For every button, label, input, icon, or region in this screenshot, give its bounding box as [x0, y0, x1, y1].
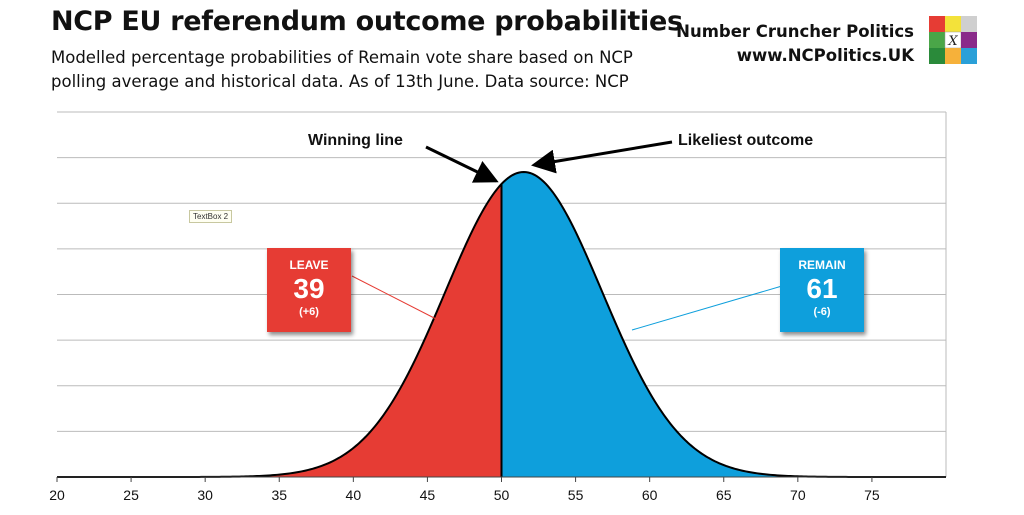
x-tick-label: 60 — [642, 487, 658, 503]
leave-area — [57, 183, 502, 477]
x-tick-label: 25 — [123, 487, 139, 503]
winning-line-arrow — [425, 145, 499, 183]
remain-label: REMAIN — [798, 258, 846, 272]
textbox-placeholder[interactable]: TextBox 2 — [189, 210, 233, 223]
x-tick-label: 20 — [49, 487, 65, 503]
remain-change: (-6) — [813, 306, 831, 318]
leave-label: LEAVE — [289, 258, 329, 272]
x-tick-label: 40 — [346, 487, 362, 503]
leave-value: 39 — [293, 273, 325, 304]
x-tick-label: 65 — [716, 487, 732, 503]
logo-mark: X — [947, 34, 958, 49]
winning-line-label: Winning line — [308, 132, 403, 149]
brand-name: Number Cruncher Politics — [676, 22, 914, 41]
chart-subtitle: Modelled percentage probabilities of Rem… — [51, 48, 633, 91]
remain-connector — [631, 285, 783, 331]
x-tick-label: 75 — [864, 487, 880, 503]
leave-callout: LEAVE 39 (+6) — [267, 248, 351, 332]
x-tick-label: 45 — [420, 487, 436, 503]
remain-value: 61 — [806, 273, 838, 304]
x-tick-label: 70 — [790, 487, 806, 503]
ncp-logo-icon: X — [929, 16, 977, 64]
leave-change: (+6) — [299, 306, 319, 318]
x-tick-label: 30 — [197, 487, 213, 503]
leave-connector — [351, 275, 443, 323]
likeliest-outcome-label: Likeliest outcome — [678, 132, 814, 149]
likeliest-outcome-arrow — [531, 140, 673, 174]
remain-area — [501, 172, 946, 477]
x-tick-label: 55 — [568, 487, 584, 503]
brand-url[interactable]: www.NCPolitics.UK — [736, 46, 914, 65]
x-axis-ticks: 20 25 30 35 40 45 50 55 60 65 70 75 — [49, 477, 880, 503]
chart-title: NCP EU referendum outcome probabilities — [51, 6, 683, 37]
remain-callout: REMAIN 61 (-6) — [780, 248, 864, 332]
x-tick-label: 35 — [271, 487, 287, 503]
brand-block: Number Cruncher Politics www.NCPolitics.… — [676, 20, 914, 68]
x-tick-label: 50 — [494, 487, 510, 503]
